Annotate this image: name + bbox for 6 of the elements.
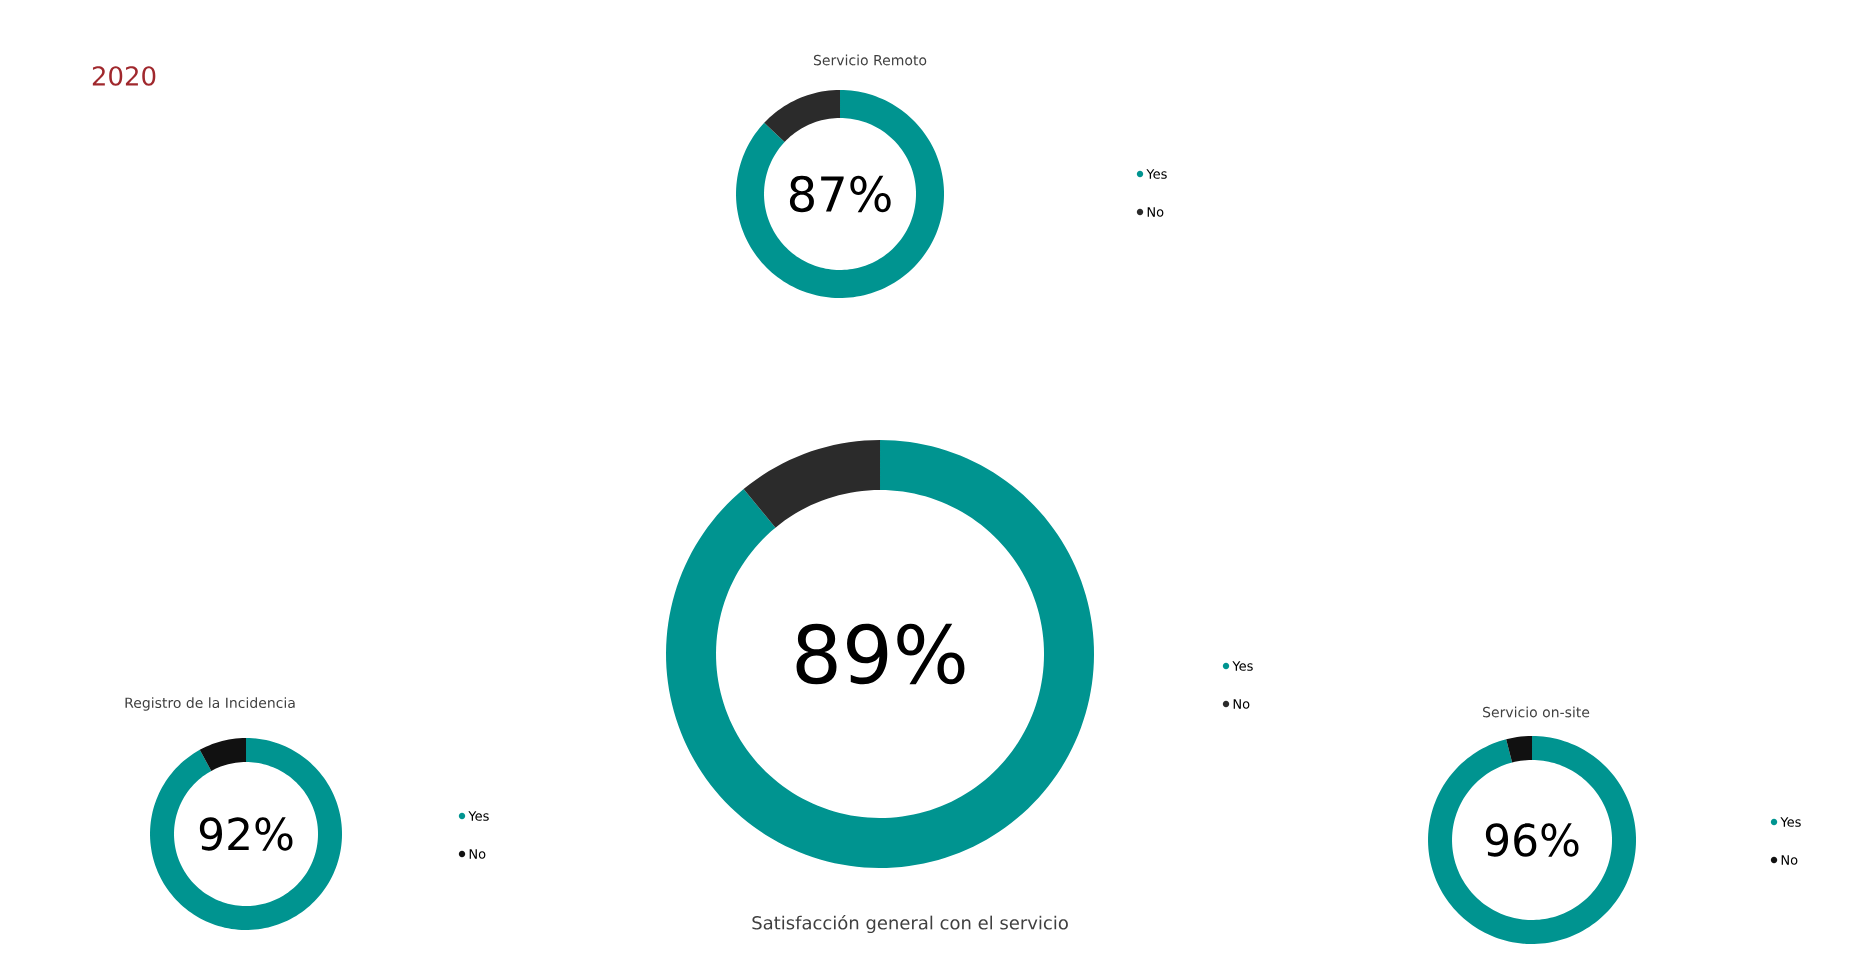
text: 2020 — [92, 66, 156, 86]
data-label: 96% — [1485, 823, 1579, 857]
data-label: 92% — [199, 817, 293, 851]
text: Satisfacción general con el servicio — [752, 914, 1068, 934]
data-label: 89% — [796, 623, 965, 685]
data-label: 87% — [789, 175, 891, 213]
